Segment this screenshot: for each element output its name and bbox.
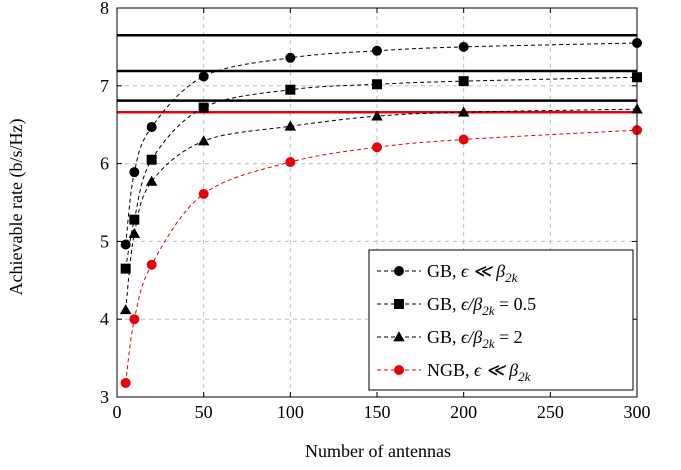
- y-tick-label: 5: [100, 231, 109, 251]
- data-point: [394, 365, 404, 375]
- data-point: [284, 120, 297, 131]
- data-point: [458, 134, 469, 145]
- y-tick-label: 3: [100, 387, 109, 407]
- data-point: [145, 175, 158, 186]
- data-point: [129, 314, 140, 325]
- legend: GB, ϵ ≪ β2k GB, ϵ/β2k = 0.5 GB, ϵ/β2k = 2 N…: [368, 249, 634, 391]
- y-tick-label: 8: [100, 0, 109, 18]
- x-tick-label: 250: [537, 402, 564, 422]
- data-point: [120, 239, 131, 250]
- series: [120, 38, 642, 250]
- legend-item: GB, ϵ/β2k = 2: [377, 327, 523, 351]
- data-point: [457, 106, 470, 117]
- data-point: [372, 142, 382, 153]
- legend-label: GB, ϵ/β2k = 2: [427, 327, 523, 351]
- data-point: [198, 188, 209, 199]
- data-point: [371, 110, 383, 121]
- data-point: [394, 299, 404, 309]
- legend-label: NGB, ϵ ≪ β2k: [427, 360, 531, 384]
- x-tick-label: 200: [450, 402, 477, 422]
- y-tick-label: 7: [100, 76, 109, 96]
- data-point: [146, 259, 157, 270]
- data-point: [285, 84, 296, 95]
- data-point: [146, 122, 157, 133]
- data-point: [198, 102, 209, 113]
- x-tick-label: 50: [195, 402, 213, 422]
- series: [119, 103, 643, 315]
- data-point: [146, 154, 157, 165]
- y-tick-label: 6: [100, 154, 109, 174]
- series: [120, 125, 642, 388]
- x-tick-label: 100: [277, 402, 304, 422]
- series-line: [125, 108, 638, 310]
- legend-box: [368, 249, 634, 391]
- data-point: [458, 41, 469, 52]
- x-tick-label: 300: [624, 402, 651, 422]
- legend-item: GB, ϵ ≪ β2k: [377, 261, 518, 285]
- data-point: [393, 331, 405, 342]
- legend-item: GB, ϵ/β2k = 0.5: [377, 294, 536, 318]
- data-point: [394, 266, 404, 276]
- series-line: [125, 129, 638, 384]
- ticks: 0 50 100 150 200 250 300 3 4 5 6 7 8: [100, 0, 651, 422]
- y-tick-label: 4: [100, 309, 109, 329]
- data-point: [198, 71, 209, 82]
- data-point: [458, 76, 469, 87]
- data-point: [197, 135, 210, 146]
- series-line: [125, 76, 638, 269]
- data-point: [120, 377, 131, 388]
- x-tick-label: 150: [364, 402, 391, 422]
- series: [119, 38, 643, 388]
- data-point: [129, 167, 140, 178]
- data-point: [285, 52, 296, 63]
- y-axis-label: Achievable rate (b/s/Hz): [6, 119, 27, 296]
- data-point: [119, 304, 132, 315]
- data-point: [372, 79, 382, 90]
- series-line: [125, 42, 638, 245]
- legend-item: NGB, ϵ ≪ β2k: [377, 360, 531, 384]
- data-point: [285, 157, 296, 168]
- data-point: [129, 214, 140, 225]
- data-point: [120, 263, 131, 274]
- data-point: [128, 227, 141, 238]
- series: [120, 72, 642, 274]
- data-point: [372, 45, 382, 56]
- legend-label: GB, ϵ/β2k = 0.5: [427, 294, 536, 318]
- x-axis-label: Number of antennas: [305, 441, 451, 461]
- legend-label: GB, ϵ ≪ β2k: [427, 261, 518, 285]
- x-tick-label: 0: [113, 402, 122, 422]
